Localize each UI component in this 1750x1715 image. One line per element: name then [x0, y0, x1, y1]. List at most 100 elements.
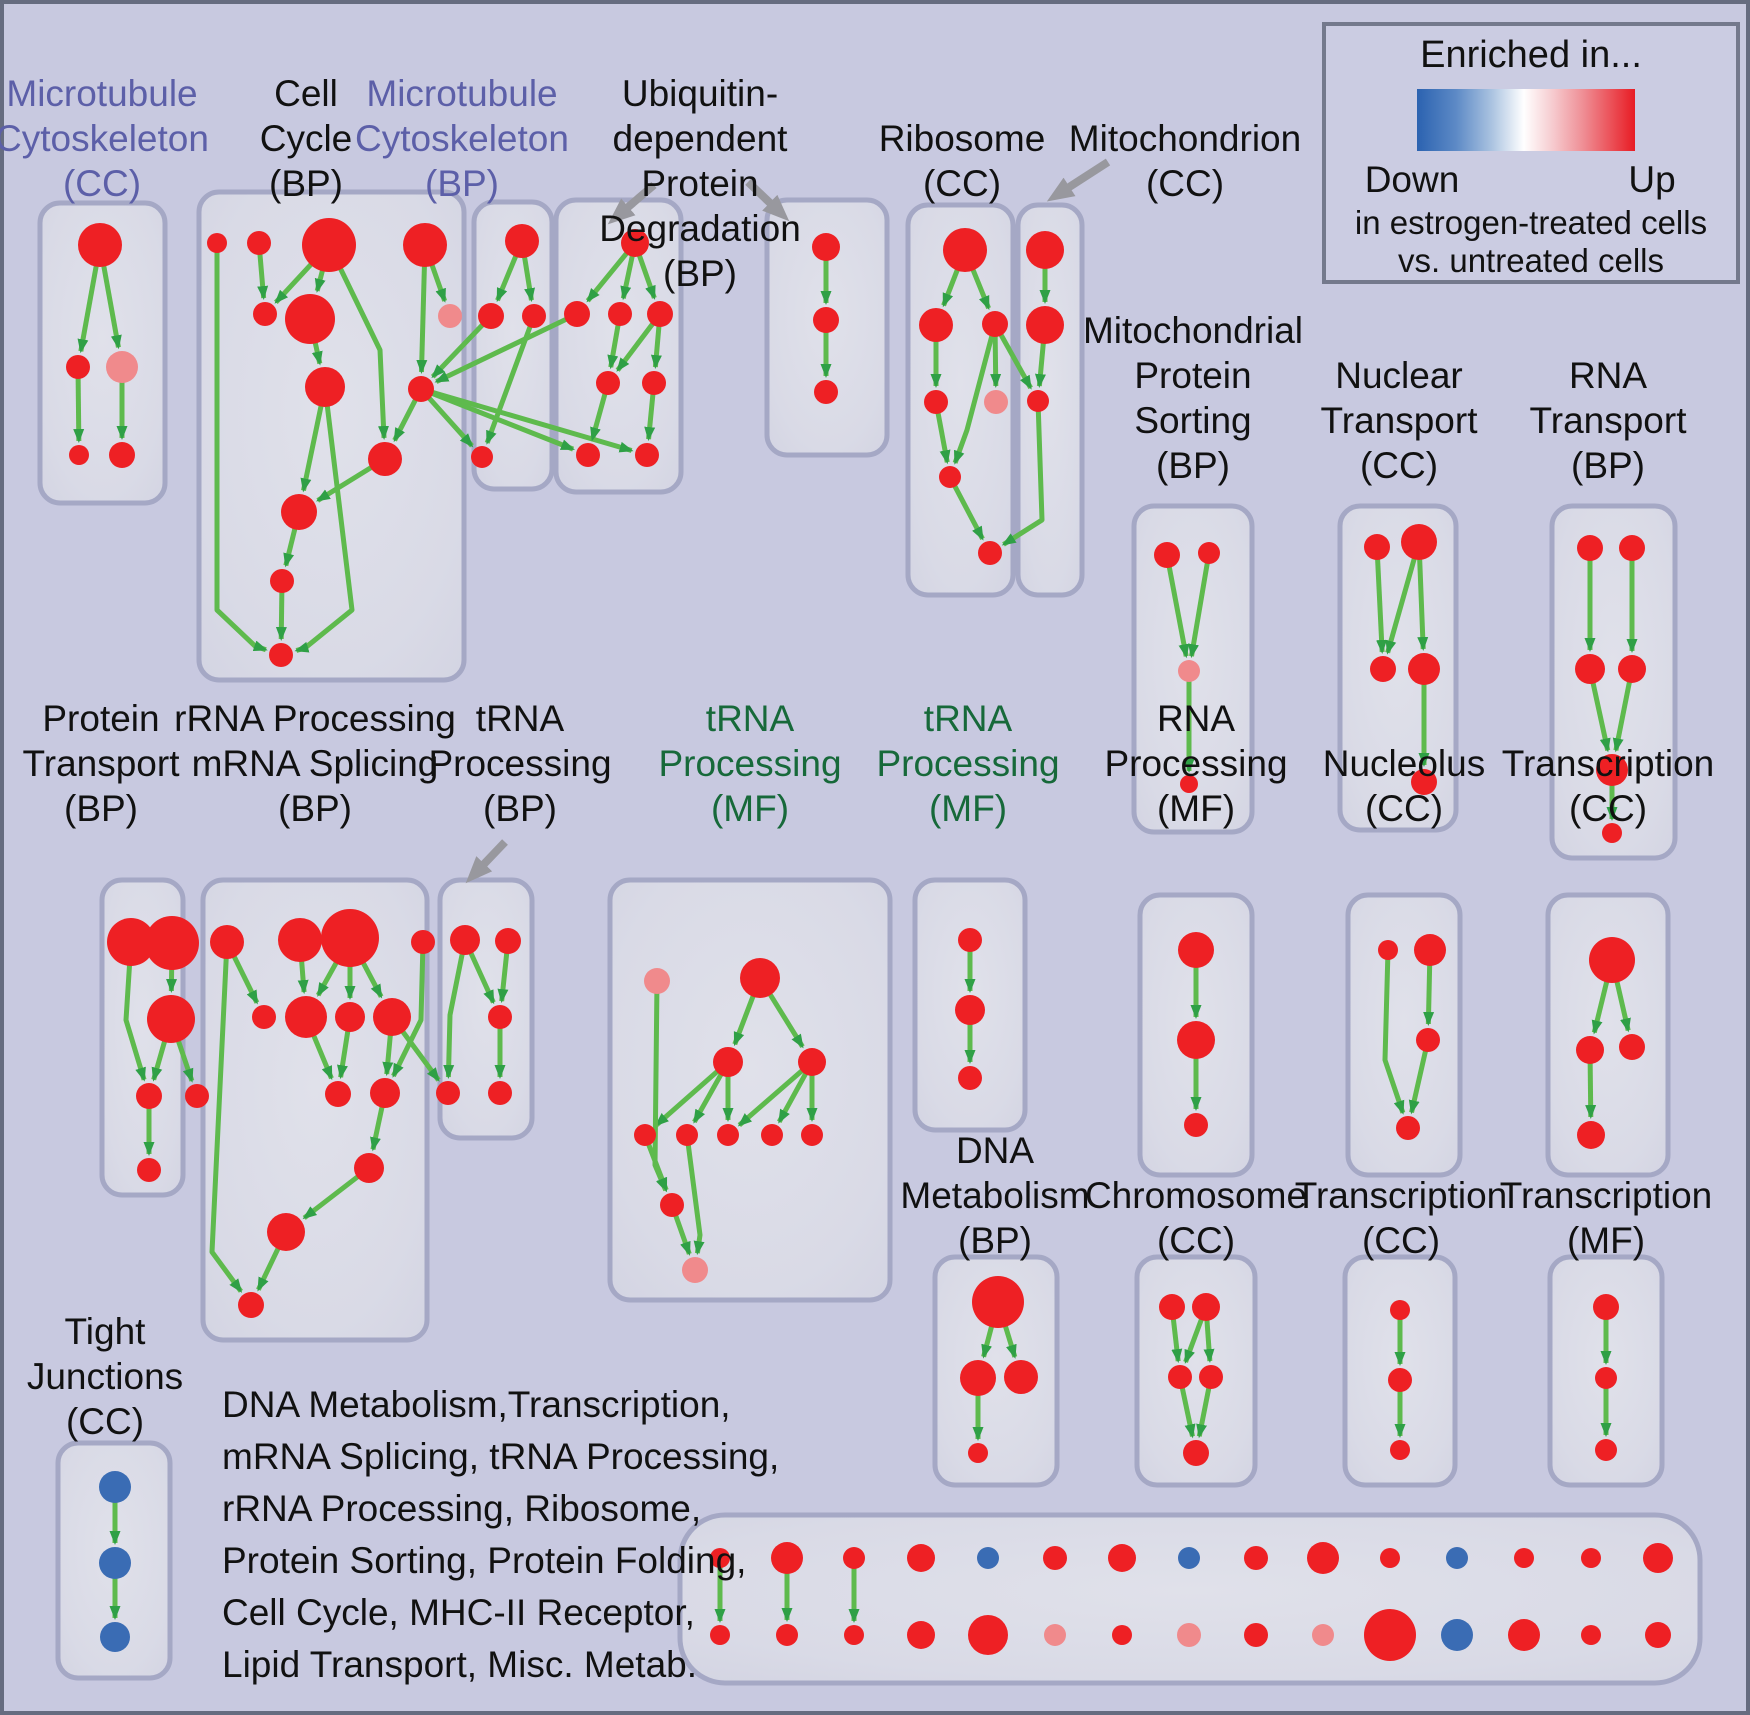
go-node-nt-ML	[1370, 656, 1396, 682]
go-node-pt-mid	[147, 995, 195, 1043]
go-node-trnamf1-b3	[717, 1124, 739, 1146]
go-node-rrna-tA	[210, 925, 244, 959]
go-node-ub1-mA	[564, 301, 590, 327]
go-node-nucl-m	[1416, 1028, 1440, 1052]
go-node-cc-j	[368, 442, 402, 476]
go-node-ub1-bB	[635, 443, 659, 467]
go-node-chrom-tR	[1192, 1293, 1220, 1321]
edge-cc-2	[274, 262, 314, 304]
edge-cc-14	[427, 396, 474, 448]
go-node-mtcc-ML	[66, 355, 90, 379]
edge-cc-6	[416, 265, 428, 375]
edge-cc-8	[300, 405, 324, 493]
go-node-trnamf1-b1	[634, 1124, 656, 1146]
go-node-trnamf1-b2	[676, 1124, 698, 1146]
edge-rib-7	[952, 484, 985, 541]
edge-mtbp-1	[522, 256, 536, 303]
go-node-misc-t6	[1043, 1546, 1067, 1570]
edge-ub1-8	[644, 393, 656, 442]
edge-dnam-1	[1002, 1325, 1018, 1359]
go-node-txcc1-mL	[1576, 1036, 1604, 1064]
edge-rrna-6	[391, 952, 426, 1078]
edge-trnamf1-2	[654, 1069, 720, 1127]
go-node-ub1-lB	[642, 371, 666, 395]
go-node-rib-B	[982, 311, 1008, 337]
edge-trnamf1-6	[777, 1072, 808, 1124]
edge-mtcc-1	[101, 265, 122, 350]
edge-rrna-1	[209, 957, 243, 1293]
go-node-trnabp-TL	[450, 925, 480, 955]
go-node-rrna-mB	[285, 996, 327, 1038]
edge-trnamf1-10	[673, 1214, 692, 1256]
edge-rrna-11	[370, 1106, 385, 1152]
go-node-cc-a	[207, 233, 227, 253]
go-node-misc-b11	[1364, 1609, 1416, 1661]
edge-rrna-0	[231, 955, 260, 1005]
edge-trnamf1-5	[737, 1068, 804, 1128]
go-node-txmf-n3	[1595, 1439, 1617, 1461]
go-node-dnam-mL	[960, 1360, 996, 1396]
go-node-txcc2-n1	[1390, 1300, 1410, 1320]
go-node-ub1-mC	[647, 301, 673, 327]
edge-rrna-2	[297, 960, 309, 995]
go-node-cc-h	[305, 367, 345, 407]
go-node-rib-Bot	[978, 541, 1002, 565]
go-node-txmf-n2	[1595, 1367, 1617, 1389]
go-node-chrom-mL	[1168, 1365, 1192, 1389]
edge-cc-3	[314, 269, 326, 293]
edge-rrna-13	[256, 1247, 281, 1292]
edge-nt-2	[1417, 558, 1429, 652]
go-node-misc-b2	[776, 1624, 798, 1646]
go-node-ub2-n1	[812, 233, 840, 261]
legend-down-label: Down	[1364, 159, 1460, 200]
go-node-pt-bot	[137, 1158, 161, 1182]
go-node-cc-d	[403, 223, 447, 267]
edge-rib-5	[952, 334, 995, 465]
edge-cc-5	[429, 263, 448, 303]
edge-rt-3	[1612, 681, 1632, 753]
go-node-mtcc-BL	[69, 445, 89, 465]
go-node-rrna-bot	[238, 1292, 264, 1318]
go-node-dnam-mR	[1004, 1360, 1038, 1394]
edge-mtcc-0	[77, 265, 99, 354]
go-node-cc-c	[302, 218, 356, 272]
edge-mito-1	[1034, 342, 1046, 389]
go-node-trnamf2-n2	[955, 995, 985, 1025]
edge-ub1-5	[650, 325, 662, 370]
go-node-misc-b1	[710, 1625, 730, 1645]
edge-cc-15	[431, 391, 575, 452]
go-node-mito-T	[1026, 231, 1064, 269]
go-node-txcc1-T	[1589, 937, 1635, 983]
go-node-rt-ML	[1575, 654, 1605, 684]
go-node-nucl-bot	[1396, 1116, 1420, 1140]
go-node-trnabp-LR	[488, 1081, 512, 1105]
go-node-misc-t12	[1446, 1547, 1468, 1569]
go-node-nt-TL	[1364, 534, 1390, 560]
edge-trnabp-0	[468, 951, 496, 1005]
go-node-misc-b4	[907, 1621, 935, 1649]
go-node-misc-t14	[1581, 1548, 1601, 1568]
edge-cc-12	[283, 527, 298, 568]
go-node-rrna-lB	[370, 1078, 400, 1108]
edge-chrom-4	[1196, 1387, 1212, 1439]
cluster-box-rt	[1549, 503, 1678, 861]
edge-rrna-5	[360, 961, 384, 999]
edge-chrom-0	[1170, 1318, 1183, 1364]
edge-mtbp-0	[495, 254, 519, 303]
go-node-chrom-bot	[1183, 1440, 1209, 1466]
go-node-tj-n3	[100, 1622, 130, 1652]
go-node-rnamf-n3	[1184, 1113, 1208, 1137]
edge-nucl-1	[1408, 1050, 1428, 1115]
go-node-misc-b5	[968, 1615, 1008, 1655]
edge-ub1-7	[589, 392, 608, 442]
edge-nt-1	[1385, 557, 1417, 655]
edge-mtcc-2	[73, 377, 85, 444]
go-node-misc-t8	[1178, 1547, 1200, 1569]
go-node-trnamf1-b5	[801, 1124, 823, 1146]
go-node-pt-bigR	[145, 916, 199, 970]
go-node-ub1-T	[621, 229, 649, 257]
edge-cc-4	[338, 267, 389, 441]
go-node-misc-t9	[1244, 1546, 1268, 1570]
edge-ub1-6	[615, 322, 655, 372]
